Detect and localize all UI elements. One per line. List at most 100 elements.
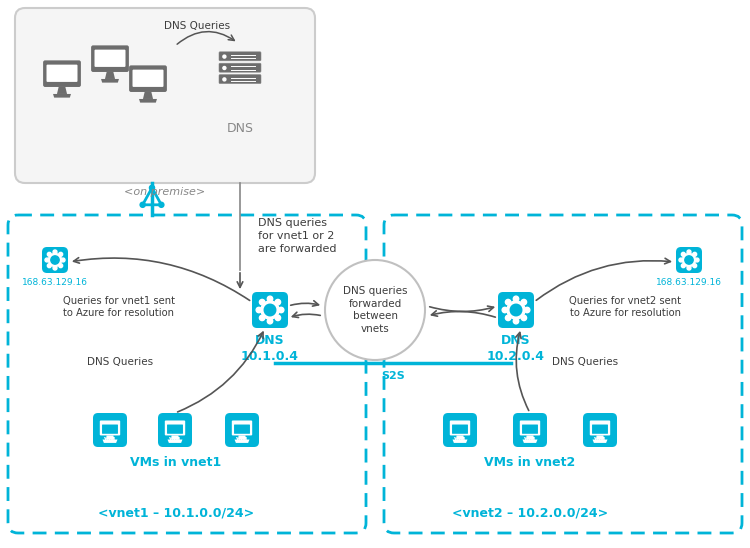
Circle shape: [513, 318, 519, 324]
Circle shape: [58, 252, 63, 256]
Polygon shape: [139, 99, 157, 102]
Circle shape: [681, 264, 686, 267]
Circle shape: [223, 78, 226, 81]
Circle shape: [223, 55, 226, 58]
Circle shape: [53, 250, 57, 254]
Circle shape: [695, 258, 699, 262]
FancyBboxPatch shape: [43, 60, 81, 87]
FancyBboxPatch shape: [93, 413, 127, 447]
Circle shape: [49, 253, 62, 267]
FancyBboxPatch shape: [225, 413, 259, 447]
FancyBboxPatch shape: [452, 425, 468, 434]
Circle shape: [506, 315, 511, 321]
Text: 168.63.129.16: 168.63.129.16: [22, 278, 88, 287]
FancyBboxPatch shape: [592, 425, 608, 434]
Circle shape: [687, 266, 691, 270]
FancyBboxPatch shape: [498, 292, 534, 328]
Polygon shape: [235, 439, 250, 443]
Circle shape: [260, 315, 265, 321]
Polygon shape: [103, 439, 118, 443]
Circle shape: [679, 258, 683, 262]
FancyBboxPatch shape: [219, 52, 261, 61]
Text: 168.63.129.16: 168.63.129.16: [656, 278, 722, 287]
Circle shape: [693, 264, 697, 267]
Circle shape: [264, 304, 276, 316]
Polygon shape: [57, 87, 67, 94]
Text: VM: VM: [594, 437, 606, 443]
Text: <vnet1 – 10.1.0.0/24>: <vnet1 – 10.1.0.0/24>: [98, 506, 254, 520]
Circle shape: [682, 253, 695, 267]
FancyBboxPatch shape: [234, 425, 250, 434]
Circle shape: [223, 66, 226, 70]
FancyBboxPatch shape: [443, 413, 477, 447]
Circle shape: [278, 307, 284, 313]
FancyBboxPatch shape: [129, 65, 167, 92]
FancyBboxPatch shape: [46, 65, 77, 82]
Text: DNS
10.1.0.4: DNS 10.1.0.4: [241, 334, 299, 363]
Circle shape: [61, 258, 65, 262]
Polygon shape: [101, 79, 119, 83]
Polygon shape: [592, 439, 608, 443]
Circle shape: [503, 307, 508, 313]
Circle shape: [693, 252, 697, 256]
Polygon shape: [526, 436, 534, 439]
Text: S2S: S2S: [381, 371, 405, 381]
Text: VM: VM: [104, 437, 116, 443]
Circle shape: [47, 252, 51, 256]
Circle shape: [140, 202, 146, 207]
FancyBboxPatch shape: [100, 420, 120, 436]
Circle shape: [325, 260, 425, 360]
Circle shape: [681, 252, 686, 256]
Text: DNS Queries: DNS Queries: [552, 357, 618, 367]
Circle shape: [261, 301, 279, 319]
Circle shape: [275, 315, 280, 321]
Circle shape: [521, 315, 526, 321]
FancyBboxPatch shape: [583, 413, 617, 447]
Circle shape: [58, 264, 63, 267]
FancyBboxPatch shape: [102, 425, 118, 434]
Circle shape: [256, 307, 262, 313]
Text: DNS Queries: DNS Queries: [164, 21, 230, 31]
Circle shape: [687, 250, 691, 254]
Text: DNS queries
for vnet1 or 2
are forwarded: DNS queries for vnet1 or 2 are forwarded: [258, 218, 337, 254]
Circle shape: [275, 299, 280, 305]
FancyBboxPatch shape: [513, 413, 547, 447]
Circle shape: [45, 258, 49, 262]
Text: Queries for vnet1 sent
to Azure for resolution: Queries for vnet1 sent to Azure for reso…: [63, 296, 175, 318]
FancyBboxPatch shape: [520, 420, 540, 436]
Text: VMs in vnet2: VMs in vnet2: [484, 456, 576, 469]
Text: VM: VM: [236, 437, 248, 443]
Polygon shape: [106, 436, 114, 439]
FancyBboxPatch shape: [165, 420, 185, 436]
FancyBboxPatch shape: [450, 420, 470, 436]
Text: <on premise>: <on premise>: [124, 187, 206, 197]
Circle shape: [507, 301, 525, 319]
Circle shape: [51, 256, 59, 264]
Circle shape: [506, 299, 511, 305]
FancyBboxPatch shape: [219, 63, 261, 72]
Text: DNS Queries: DNS Queries: [87, 357, 153, 367]
Circle shape: [47, 264, 51, 267]
Circle shape: [149, 185, 154, 190]
FancyBboxPatch shape: [15, 8, 315, 183]
FancyBboxPatch shape: [158, 413, 192, 447]
Text: DNS
10.2.0.4: DNS 10.2.0.4: [487, 334, 545, 363]
Text: DNS queries
forwarded
between
vnets: DNS queries forwarded between vnets: [343, 286, 407, 334]
FancyBboxPatch shape: [252, 292, 288, 328]
Circle shape: [685, 256, 693, 264]
FancyBboxPatch shape: [590, 420, 610, 436]
FancyBboxPatch shape: [91, 45, 129, 72]
FancyBboxPatch shape: [167, 425, 183, 434]
Text: DNS: DNS: [226, 122, 254, 135]
Text: VM: VM: [454, 437, 466, 443]
Text: VM: VM: [169, 437, 182, 443]
FancyBboxPatch shape: [94, 50, 125, 67]
Text: <vnet2 – 10.2.0.0/24>: <vnet2 – 10.2.0.0/24>: [452, 506, 608, 520]
FancyBboxPatch shape: [219, 75, 261, 84]
Polygon shape: [171, 436, 179, 439]
Polygon shape: [523, 439, 538, 443]
Circle shape: [159, 202, 164, 207]
Circle shape: [267, 318, 273, 324]
FancyBboxPatch shape: [42, 247, 68, 273]
Polygon shape: [143, 92, 153, 99]
